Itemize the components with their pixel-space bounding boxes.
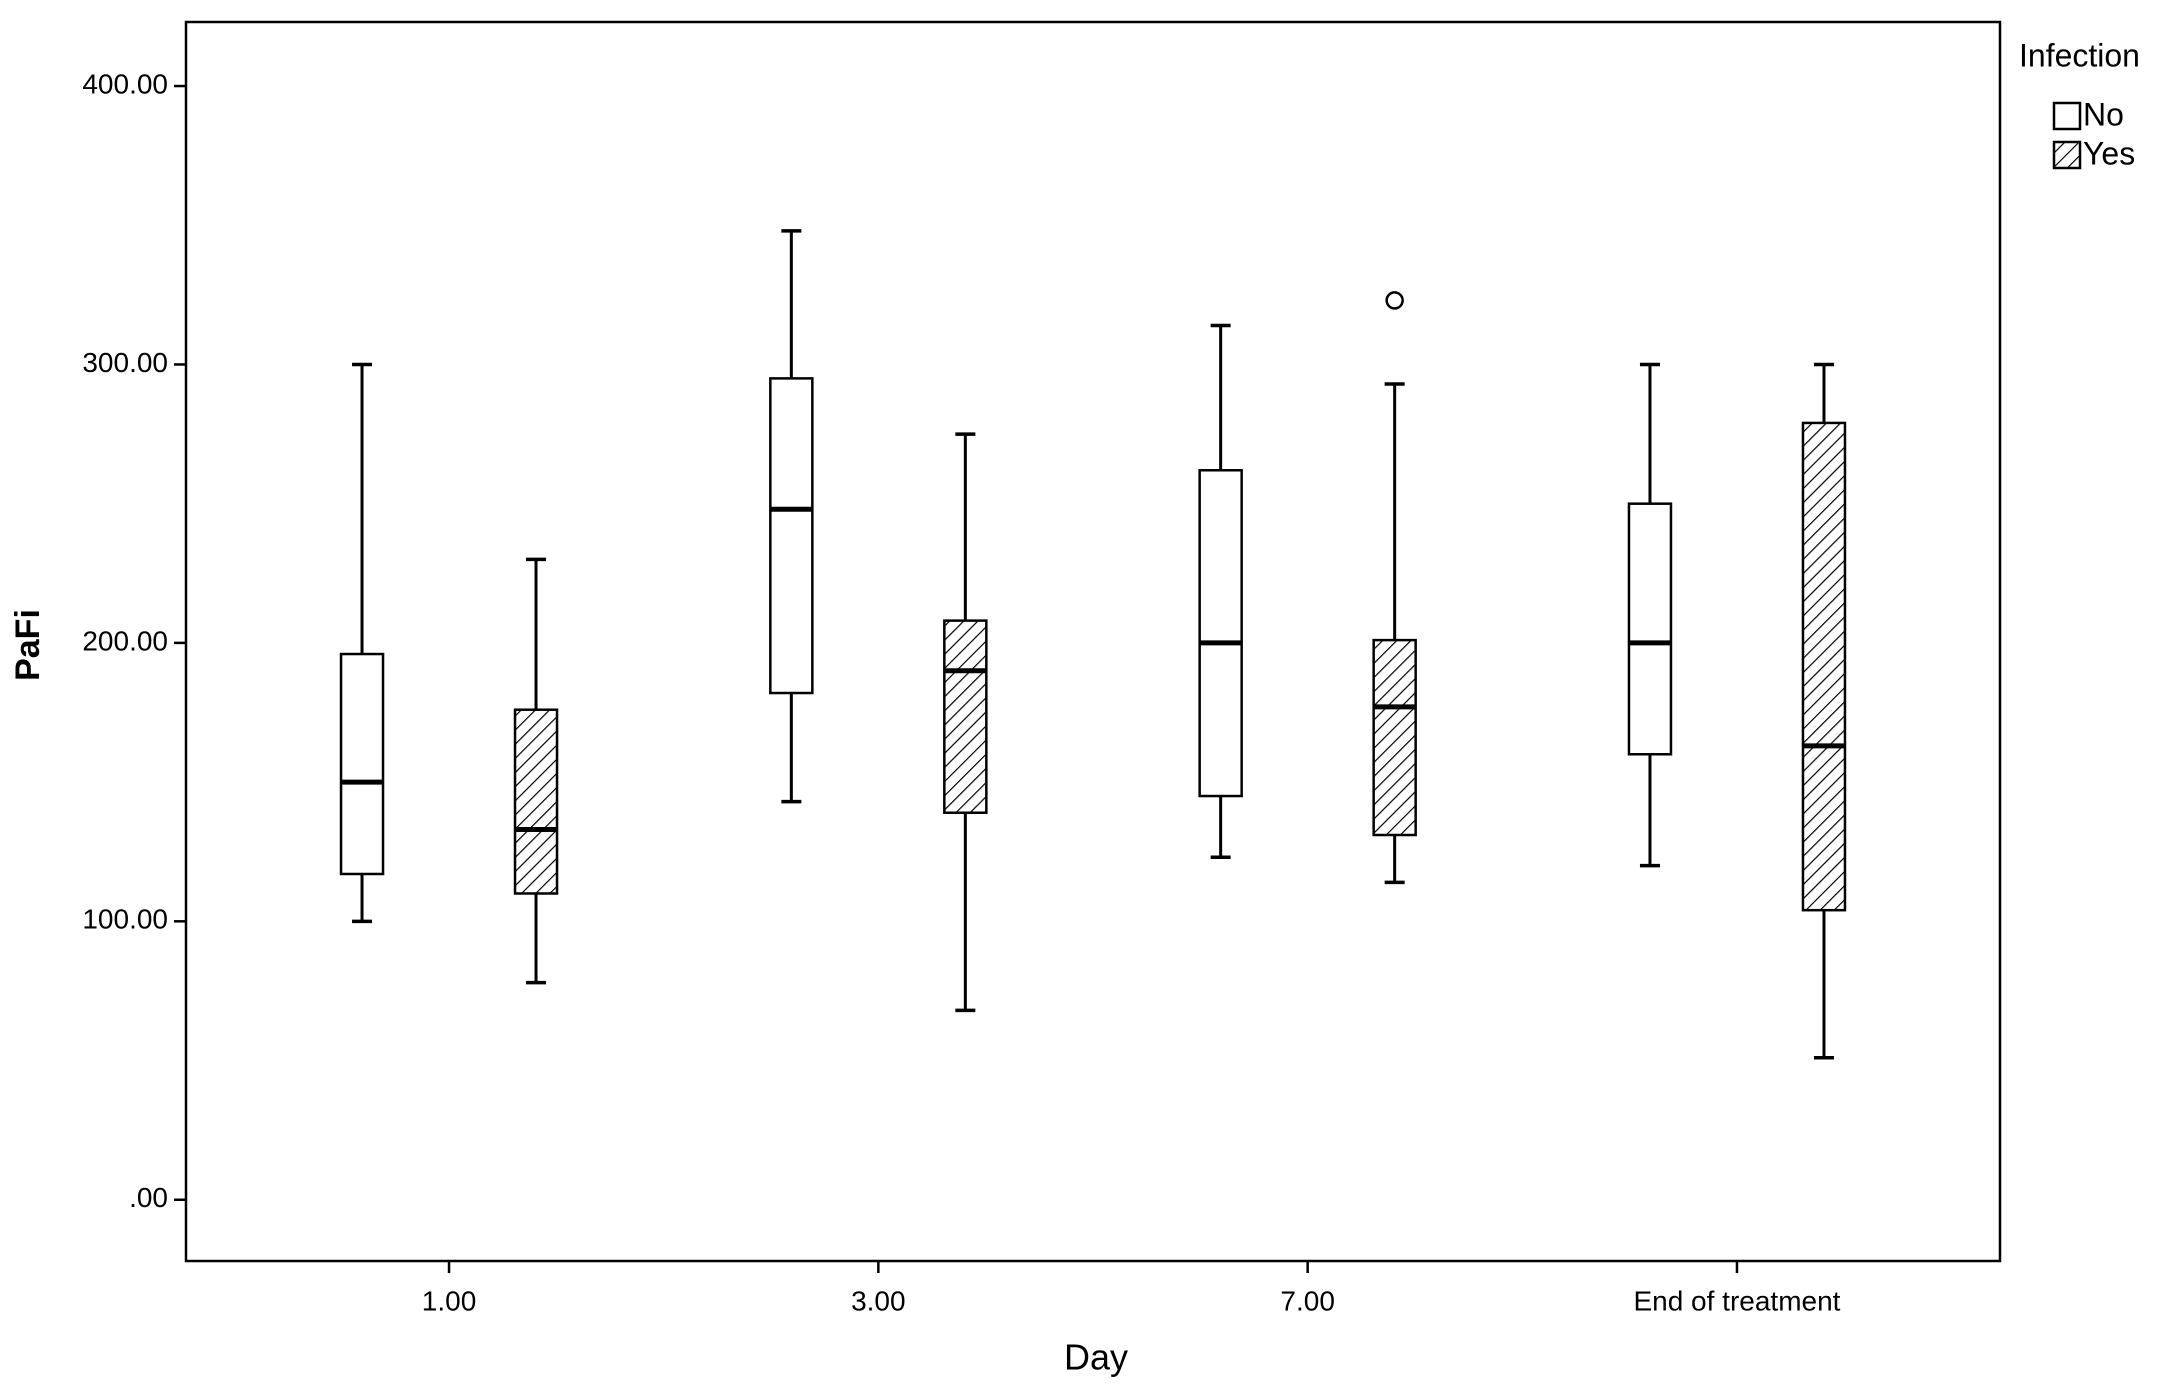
box	[1198, 469, 1243, 798]
plot-frame	[184, 20, 2002, 1263]
x-axis-title: Day	[1064, 1337, 1128, 1378]
y-axis-title: PaFi	[9, 609, 47, 681]
box	[1372, 638, 1417, 837]
box	[1627, 502, 1673, 756]
x-tick-label: 7.00	[1280, 1285, 1335, 1316]
x-tick-label: 3.00	[851, 1285, 906, 1316]
box	[1801, 421, 1847, 912]
box	[769, 377, 814, 695]
x-tick-label: End of treatment	[1633, 1285, 1840, 1316]
y-tick-label: .00	[129, 1182, 168, 1213]
legend-title: Infection	[2019, 37, 2140, 73]
y-tick-label: 400.00	[82, 68, 168, 99]
box	[943, 619, 988, 814]
y-tick-label: 200.00	[82, 625, 168, 656]
y-tick-label: 100.00	[82, 904, 168, 935]
box	[513, 708, 559, 895]
legend-label: No	[2083, 96, 2124, 132]
legend-swatch	[2052, 140, 2082, 170]
x-tick-label: 1.00	[422, 1285, 477, 1316]
outlier	[1385, 291, 1404, 310]
legend-swatch	[2052, 101, 2082, 131]
y-tick-label: 300.00	[82, 347, 168, 378]
legend-label: Yes	[2083, 135, 2135, 171]
box	[339, 652, 385, 876]
